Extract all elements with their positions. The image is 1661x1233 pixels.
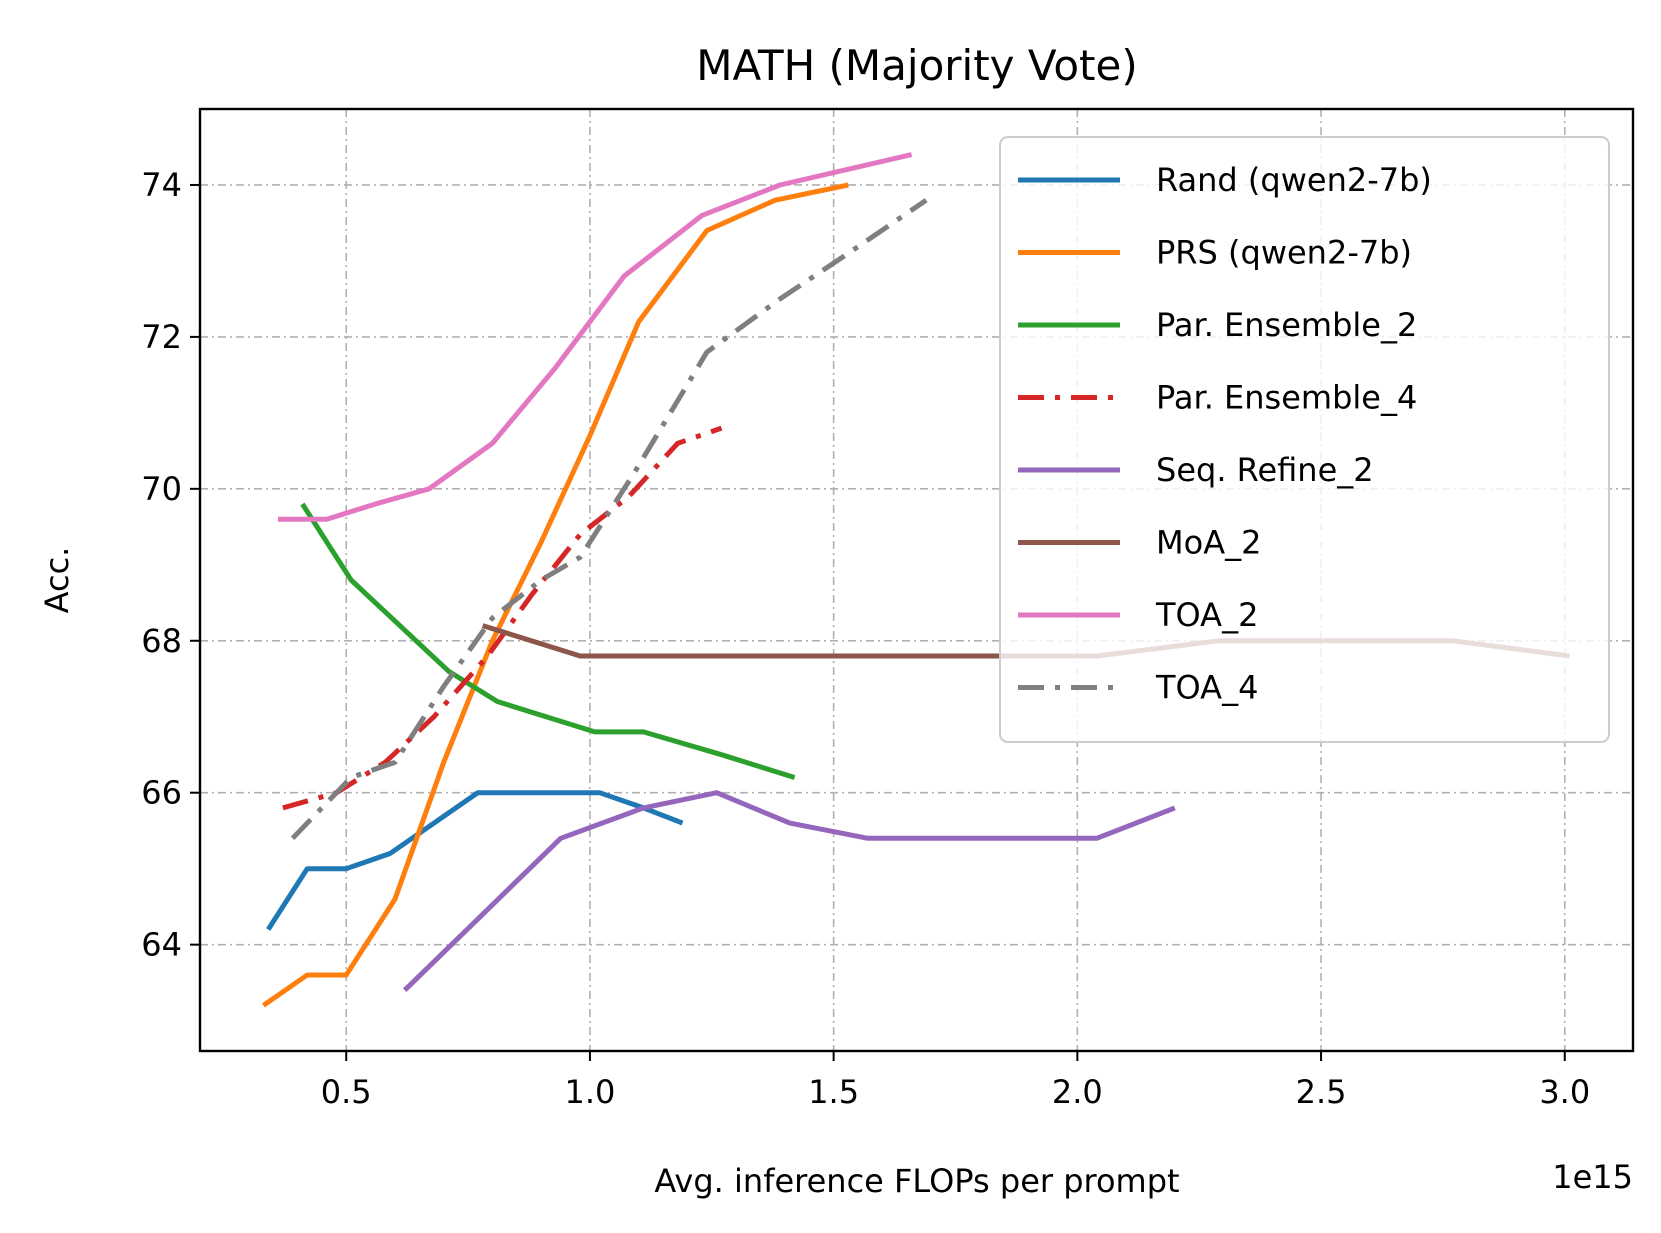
x-tick-label: 0.5: [321, 1073, 372, 1111]
series-line-seq-refine-2: [402, 790, 1176, 992]
legend-box: [999, 136, 1610, 743]
chart-title: MATH (Majority Vote): [696, 41, 1138, 90]
series-line-prs-qwen2-7b: [261, 182, 849, 1008]
legend: Rand (qwen2-7b) PRS (qwen2-7b) Par. Ensemb…: [999, 136, 1610, 743]
legend-label-moa-2: MoA_2: [1156, 524, 1261, 562]
x-axis-label: Avg. inference FLOPs per prompt: [654, 1162, 1179, 1200]
x-tick-label: 1.0: [564, 1073, 615, 1111]
x-tick-label: 3.0: [1539, 1073, 1590, 1111]
x-axis-offset-label: 1e15: [1552, 1158, 1633, 1196]
series-line-rand-qwen2-7b: [266, 790, 684, 931]
legend-label-seq-refine-2: Seq. Refine_2: [1156, 451, 1374, 489]
series-line-toa-2: [278, 152, 913, 522]
x-tick-label: 1.5: [808, 1073, 859, 1111]
y-axis-label: Acc.: [38, 547, 76, 614]
legend-label-toa-2: TOA_2: [1155, 596, 1258, 634]
series-line-toa-4: [290, 198, 928, 841]
legend-label-prs-qwen2-7b: PRS (qwen2-7b): [1156, 234, 1412, 272]
legend-label-toa-4: TOA_4: [1155, 669, 1258, 707]
legend-label-rand-qwen2-7b: Rand (qwen2-7b): [1156, 161, 1432, 199]
y-tick-label: 68: [141, 622, 182, 660]
legend-label-par-ensemble-4: Par. Ensemble_4: [1156, 379, 1417, 417]
x-axis-ticks: 0.5 1.0 1.5 2.0 2.5 3.0: [321, 1051, 1590, 1111]
y-tick-label: 74: [141, 166, 182, 204]
series-line-par-ensemble-2: [300, 502, 796, 780]
y-tick-label: 70: [141, 470, 182, 508]
y-tick-label: 72: [141, 318, 182, 356]
y-axis-ticks: 64 66 68 70 72 74: [141, 166, 200, 964]
x-tick-label: 2.5: [1296, 1073, 1347, 1111]
y-tick-label: 64: [141, 926, 182, 964]
x-tick-label: 2.0: [1052, 1073, 1103, 1111]
y-tick-label: 66: [141, 774, 182, 812]
series-lines: [261, 152, 1570, 1008]
legend-label-par-ensemble-2: Par. Ensemble_2: [1156, 306, 1417, 344]
plot-frame: [198, 107, 1635, 1053]
